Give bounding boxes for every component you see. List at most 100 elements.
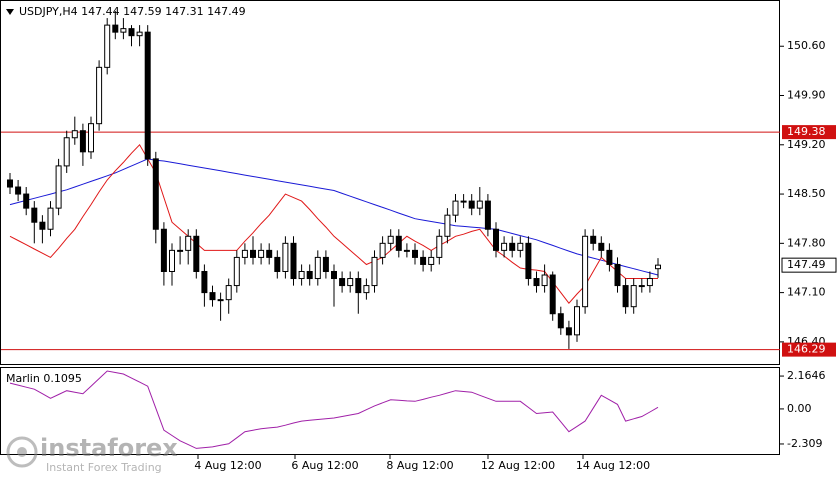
- header-value: 147.59: [123, 5, 162, 18]
- candle-body: [104, 24, 111, 68]
- candle-body: [201, 270, 208, 294]
- candle-body: [282, 242, 289, 272]
- candle-body: [549, 274, 556, 315]
- chart-header: USDJPY,H4 147.44 147.59 147.31 147.49: [19, 5, 246, 18]
- candle-body: [484, 200, 491, 230]
- candle-body: [436, 235, 443, 258]
- y-tick-label: 0.00: [787, 402, 812, 415]
- candle-body: [71, 130, 78, 139]
- candle-body: [88, 123, 94, 153]
- main-panel: [0, 0, 780, 365]
- candle-body: [339, 278, 346, 287]
- candle-body: [136, 31, 143, 37]
- indicator-panel: [0, 367, 780, 455]
- level-label-box: [782, 342, 836, 357]
- candle-body: [460, 200, 467, 203]
- y-tick-label: -2.309: [787, 437, 822, 450]
- candle-body: [209, 292, 216, 301]
- candle-body: [614, 263, 621, 287]
- line: [9, 158, 659, 276]
- candle-body: [314, 256, 321, 280]
- candle-body: [128, 28, 135, 37]
- candle-body: [533, 278, 540, 287]
- collapse-icon[interactable]: [6, 9, 14, 15]
- x-tick-label: 14 Aug 12:00: [576, 459, 650, 472]
- candle-body: [15, 186, 22, 195]
- watermark: instaforex Instant Forex Trading: [6, 434, 178, 474]
- candle-body: [590, 235, 597, 244]
- candle-body: [241, 249, 248, 258]
- watermark-brand: instaforex: [40, 434, 178, 462]
- candle-body: [420, 256, 427, 265]
- candle-body: [630, 285, 637, 308]
- candle-body: [258, 249, 265, 258]
- candle-body: [112, 24, 119, 33]
- candle-body: [266, 249, 273, 258]
- candle-body: [428, 256, 435, 265]
- candle-body: [606, 249, 613, 265]
- header-value: 147.31: [165, 5, 204, 18]
- candle-body: [177, 249, 184, 252]
- candle-body: [476, 200, 483, 209]
- y-tick-label: 2.1646: [787, 369, 826, 382]
- level-label-box: [782, 125, 836, 140]
- candle-body: [655, 264, 661, 270]
- candle-body: [193, 235, 200, 272]
- candle-body: [622, 285, 629, 308]
- candle-body: [525, 242, 532, 280]
- candle-body: [250, 249, 256, 258]
- candle-body: [557, 313, 564, 329]
- candle-body: [363, 285, 370, 294]
- candle-body: [298, 270, 305, 280]
- candle-body: [169, 249, 175, 272]
- indicator-name: Marlin: [6, 372, 40, 385]
- candle-body: [444, 214, 451, 237]
- x-tick-label: 8 Aug 12:00: [386, 459, 453, 472]
- candle-body: [347, 278, 354, 287]
- candle-body: [152, 158, 159, 230]
- candle-body: [395, 235, 402, 251]
- y-tick-label: 147.80: [787, 236, 826, 249]
- candle-body: [638, 285, 645, 288]
- candle-body: [23, 193, 30, 209]
- candle-body: [452, 200, 459, 216]
- candle-body: [39, 221, 46, 230]
- indicator-header: Marlin 0.1095: [6, 372, 82, 385]
- symbol: USDJPY,H4: [19, 5, 78, 18]
- candle-body: [63, 137, 70, 167]
- last-price-label: 147.49: [787, 258, 826, 271]
- header-value: 147.44: [81, 5, 120, 18]
- x-tick-label: 4 Aug 12:00: [194, 459, 261, 472]
- candle-body: [517, 242, 524, 251]
- candle-body: [7, 179, 13, 188]
- indicator-value: 0.1095: [43, 372, 82, 385]
- candle-body: [185, 235, 192, 251]
- candle-body: [225, 285, 232, 301]
- candle-body: [322, 256, 329, 272]
- candle-body: [355, 278, 362, 294]
- candle-body: [96, 66, 103, 125]
- logo-dot: [17, 447, 27, 457]
- candle-body: [541, 274, 548, 287]
- candle-body: [646, 278, 653, 287]
- candle-body: [582, 235, 589, 308]
- y-tick-label: 148.50: [787, 187, 826, 200]
- candle-body: [233, 256, 240, 287]
- y-tick-label: 147.10: [787, 286, 826, 299]
- candle-body: [55, 165, 62, 209]
- candle-body: [31, 207, 38, 223]
- candle-body: [160, 228, 167, 272]
- y-tick-label: 150.60: [787, 39, 826, 52]
- candle-body: [598, 242, 605, 251]
- candle-body: [509, 242, 516, 251]
- candle-body: [387, 235, 394, 244]
- watermark-tagline: Instant Forex Trading: [46, 461, 162, 474]
- line: [9, 370, 659, 449]
- candle-body: [144, 31, 151, 160]
- candle-body: [412, 249, 418, 258]
- candle-body: [331, 270, 337, 280]
- candle-body: [120, 28, 127, 33]
- candle-body: [47, 207, 54, 230]
